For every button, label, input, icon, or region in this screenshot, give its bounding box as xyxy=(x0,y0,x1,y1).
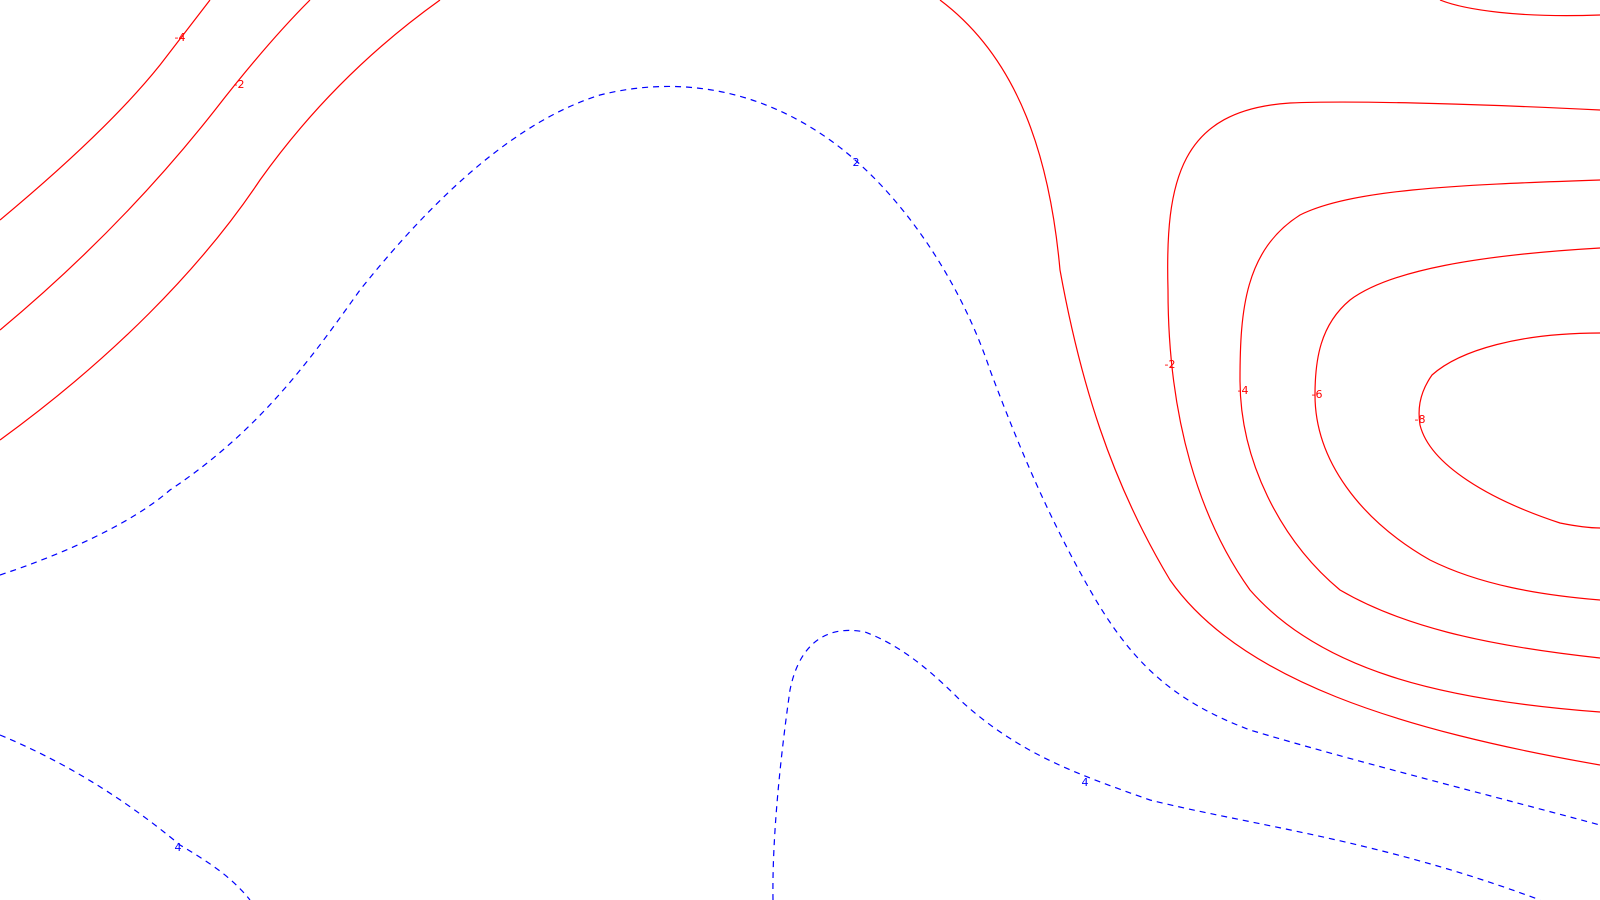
contour-label-neg2-east: -2 xyxy=(1165,358,1176,371)
contour-line-pos2 xyxy=(0,85,1600,826)
contour-label-pos4-southwest: 4 xyxy=(175,841,182,854)
contour-line-neg2-northwest xyxy=(0,0,311,331)
contour-label-neg2-northwest: -2 xyxy=(234,78,245,91)
contour-line-neg4-east xyxy=(1239,179,1600,659)
contour-line-neg8-east xyxy=(1418,332,1600,529)
contour-label-neg8-east: -8 xyxy=(1415,413,1426,426)
contour-label-neg4-east: -4 xyxy=(1238,384,1249,397)
contour-label-pos2: 2 xyxy=(853,156,860,169)
contour-line-neg4-northwest xyxy=(0,0,211,221)
contour-line-center-trough xyxy=(939,0,1600,766)
contour-line-pos4-south xyxy=(772,629,1541,900)
contour-line-neg2-east xyxy=(1167,101,1600,713)
contour-labels: -4 -2 -2 -4 -6 -8 2 4 4 xyxy=(175,31,1426,854)
contour-line-northeast-corner xyxy=(1439,0,1600,17)
contour-label-neg6-east: -6 xyxy=(1312,388,1323,401)
contour-line-neg6-east xyxy=(1314,247,1600,601)
contour-label-pos4-south: 4 xyxy=(1082,776,1089,789)
contour-line-northwest-inner xyxy=(0,0,441,441)
contour-label-neg4-northwest: -4 xyxy=(175,31,186,44)
contour-line-pos4-southwest xyxy=(0,734,251,900)
